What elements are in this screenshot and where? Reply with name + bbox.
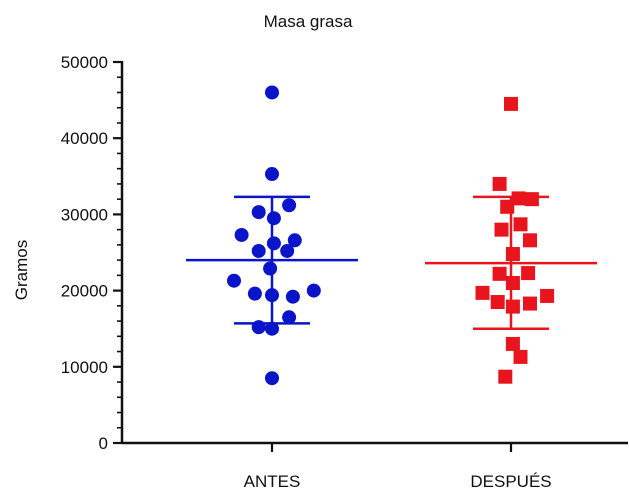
data-point: [227, 273, 241, 288]
data-point: [265, 371, 279, 386]
data-point: [287, 233, 302, 248]
chart-title: Masa grasa: [264, 12, 353, 31]
data-point: [505, 247, 520, 262]
data-point: [513, 217, 528, 232]
data-point: [251, 243, 266, 258]
data-point: [306, 283, 321, 298]
data-point: [524, 192, 539, 207]
data-point: [511, 191, 526, 206]
data-point: [247, 286, 262, 301]
marks: [186, 85, 597, 386]
data-point: [494, 222, 509, 237]
data-point: [505, 336, 520, 351]
data-point: [285, 289, 300, 304]
data-point: [498, 369, 513, 384]
data-point: [265, 85, 279, 100]
data-point: [266, 236, 281, 251]
data-point: [540, 288, 555, 303]
series-después: [425, 96, 597, 384]
data-point: [523, 233, 537, 248]
data-point: [265, 321, 279, 336]
axes: 0 10000 20000 30000 40000 50000 ANTES DESPUÉS: [61, 53, 628, 490]
series-antes: [186, 85, 358, 386]
data-point: [523, 296, 537, 311]
data-point: [505, 299, 520, 314]
data-point: [505, 275, 520, 290]
data-point: [492, 176, 507, 191]
data-point: [266, 211, 281, 226]
y-tick-label: 50000: [61, 53, 108, 72]
data-point: [490, 295, 505, 310]
data-point: [492, 266, 507, 281]
data-point: [234, 227, 249, 242]
data-point: [280, 243, 295, 258]
y-tick-label: 0: [99, 434, 108, 453]
data-point: [265, 167, 279, 182]
data-point: [513, 349, 528, 364]
y-tick-label: 10000: [61, 358, 108, 377]
data-point: [504, 96, 518, 111]
y-tick-label: 30000: [61, 205, 108, 224]
x-tick-label: ANTES: [244, 472, 301, 490]
x-tick-label: DESPUÉS: [470, 472, 551, 490]
y-axis-label: Gramos: [12, 240, 31, 300]
y-tick-label: 40000: [61, 129, 108, 148]
data-point: [475, 285, 490, 300]
data-point: [282, 310, 297, 325]
data-point: [263, 261, 278, 276]
y-tick-label: 20000: [61, 282, 108, 301]
data-point: [521, 266, 536, 281]
data-point: [282, 198, 297, 213]
data-point: [251, 205, 266, 220]
